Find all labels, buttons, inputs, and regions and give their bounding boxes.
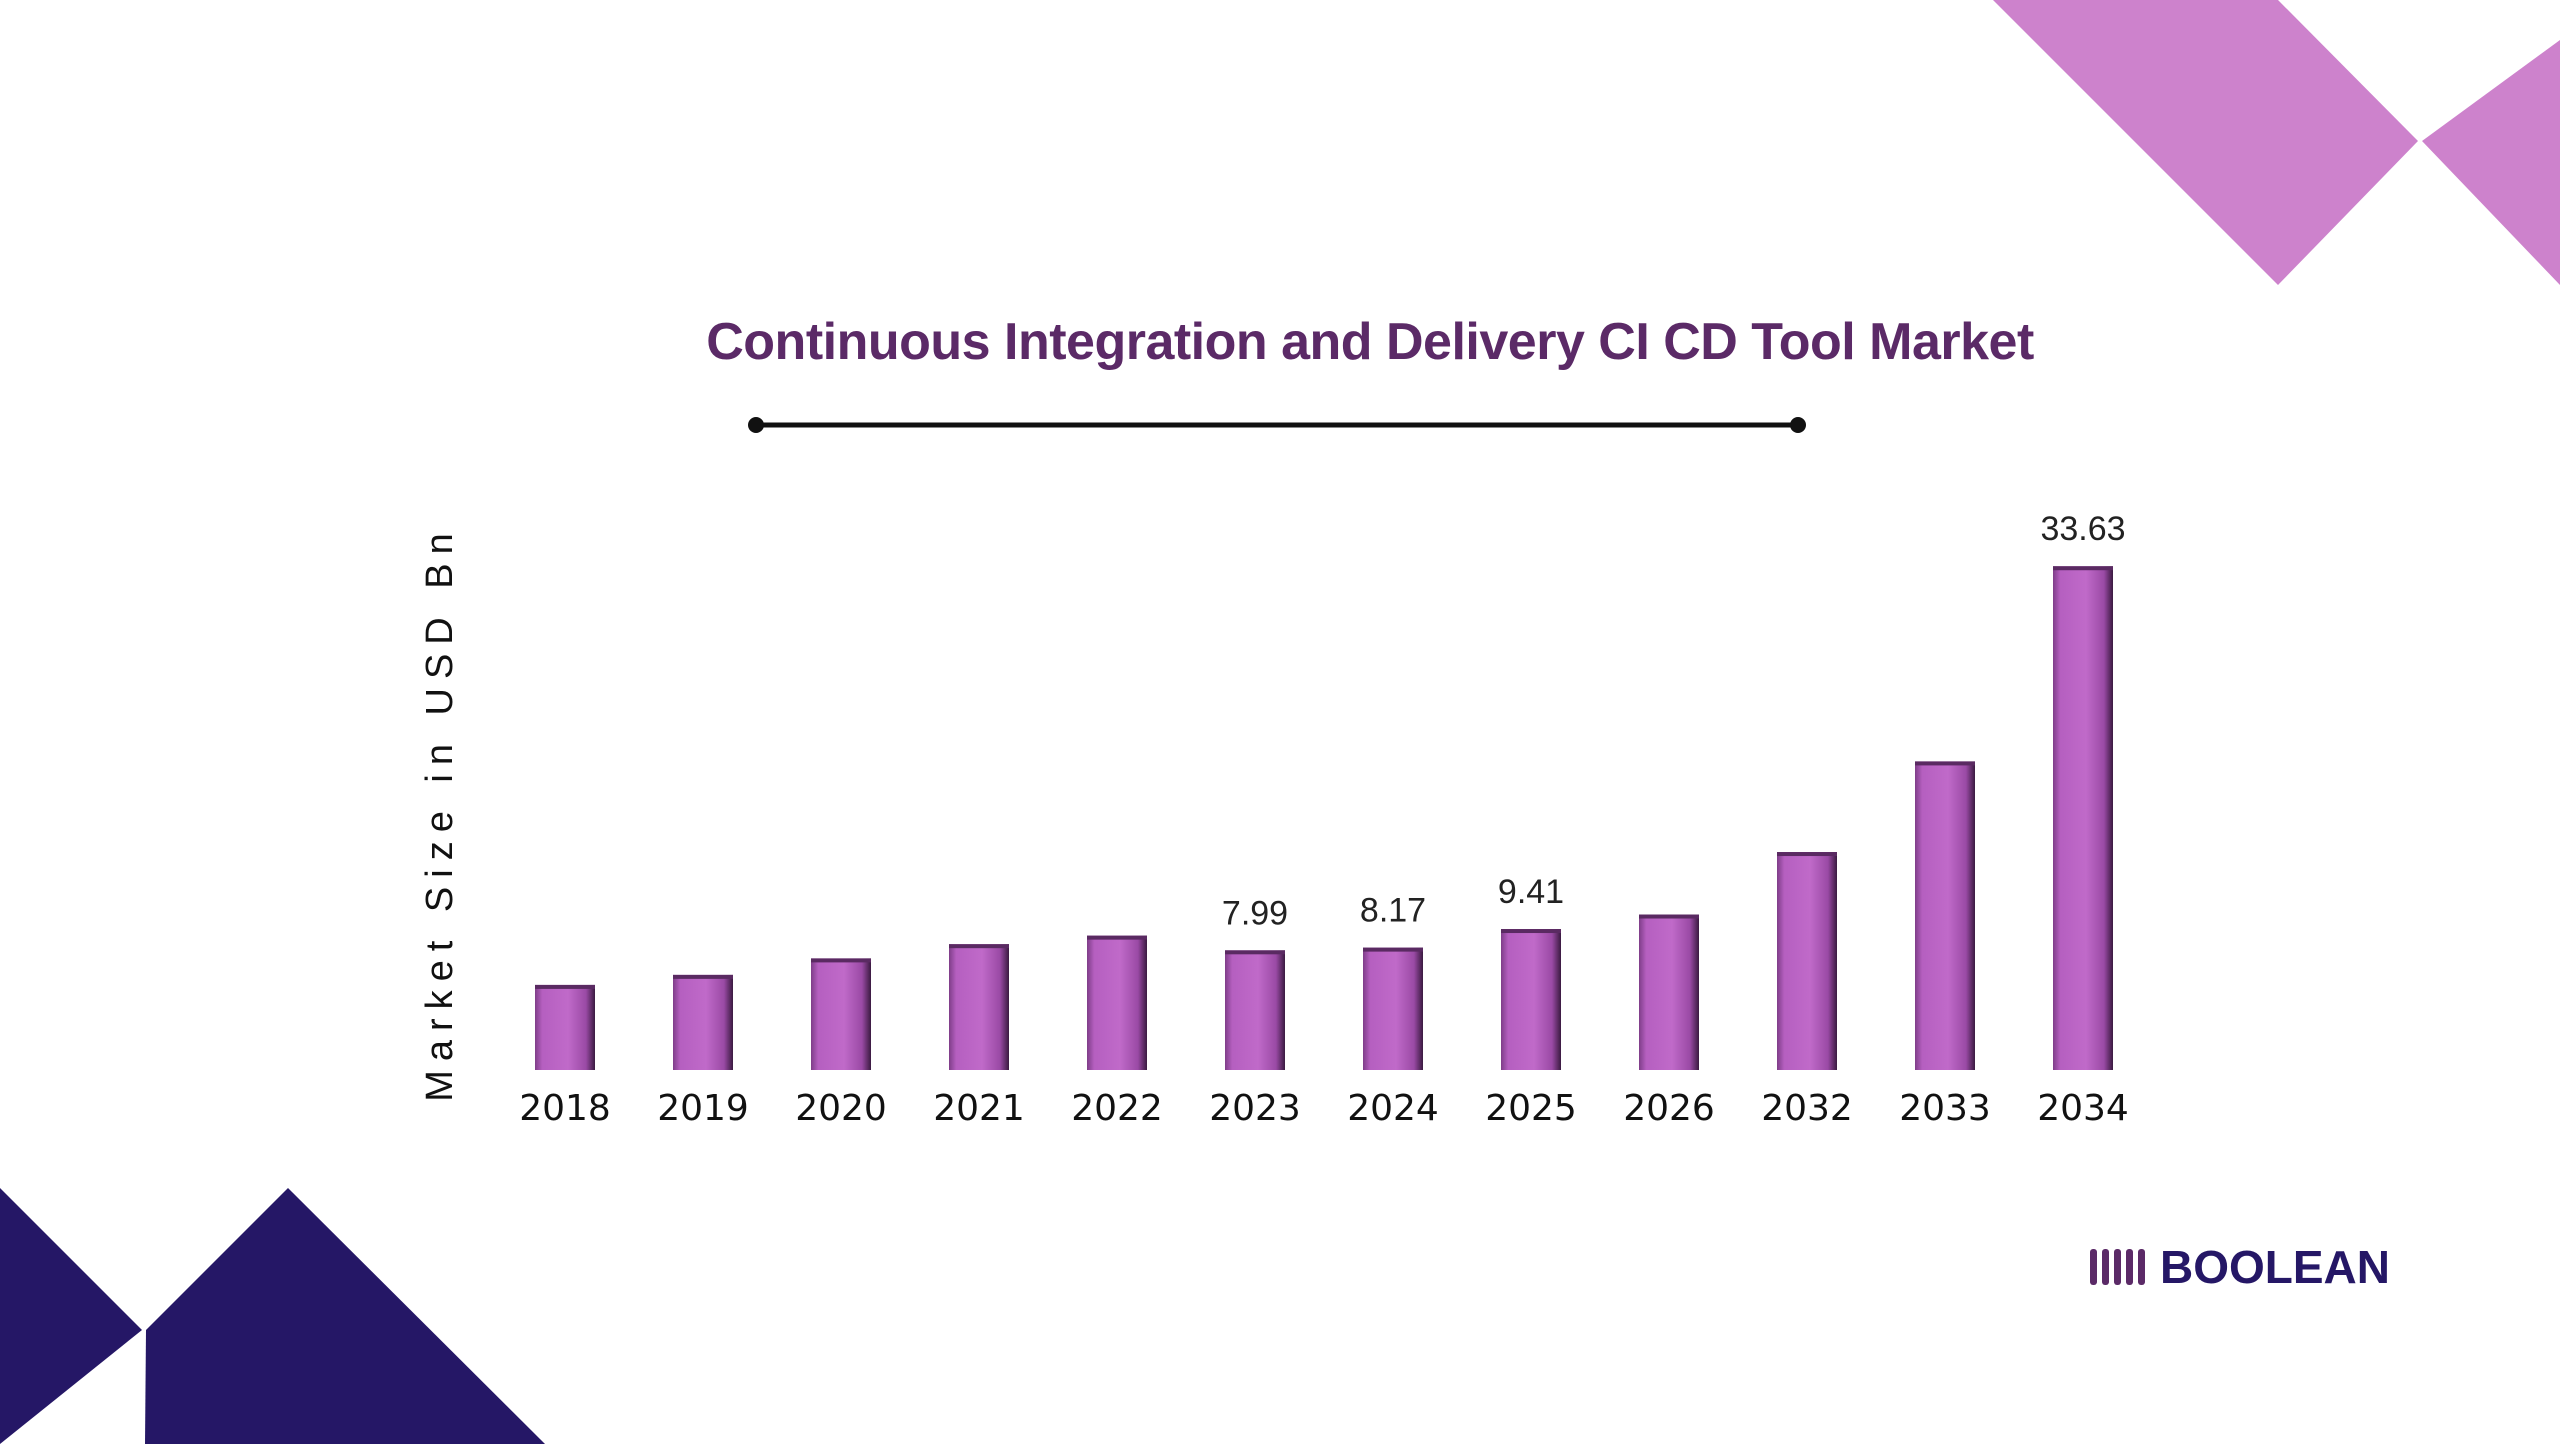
bar-2019 <box>673 974 733 1070</box>
x-tick-label: 2018 <box>519 1088 611 1129</box>
x-tick-label: 2023 <box>1209 1088 1301 1129</box>
bar-2023 <box>1225 950 1285 1070</box>
data-label: 9.41 <box>1498 873 1564 911</box>
bar-2022 <box>1087 935 1147 1070</box>
data-label: 8.17 <box>1360 892 1426 930</box>
bar-2021 <box>949 944 1009 1070</box>
bar-2033 <box>1915 761 1975 1070</box>
data-label: 7.99 <box>1222 894 1288 932</box>
corner-triangle-purple-right <box>2422 40 2560 285</box>
corner-triangle-navy-right <box>145 1188 545 1444</box>
bar-2018 <box>535 984 595 1070</box>
x-tick-label: 2022 <box>1071 1088 1163 1129</box>
bar-2026 <box>1639 914 1699 1070</box>
chart-title: Continuous Integration and Delivery CI C… <box>706 313 2034 371</box>
corner-triangle-purple-left <box>1993 0 2418 285</box>
x-tick-label: 2019 <box>657 1088 749 1129</box>
x-tick-label: 2020 <box>795 1088 887 1129</box>
barcode-bars-icon <box>2090 1249 2150 1285</box>
x-tick-label: 2032 <box>1761 1088 1853 1129</box>
title-underline <box>748 417 1806 433</box>
bar-2032 <box>1777 852 1837 1070</box>
x-tick-label: 2021 <box>933 1088 1025 1129</box>
x-tick-label: 2034 <box>2037 1088 2129 1129</box>
corner-triangle-navy-left <box>0 1188 142 1444</box>
y-axis-label: Market Size in USD Bn <box>419 524 461 1102</box>
x-tick-label: 2025 <box>1485 1088 1577 1129</box>
bar-2020 <box>811 958 871 1070</box>
logo-text: BOOLEAN <box>2160 1241 2390 1293</box>
bar-2025 <box>1501 929 1561 1070</box>
x-tick-label: 2024 <box>1347 1088 1439 1129</box>
bar-2034 <box>2053 566 2113 1070</box>
bar-2024 <box>1363 947 1423 1070</box>
x-tick-label: 2026 <box>1623 1088 1715 1129</box>
x-tick-label: 2033 <box>1899 1088 1991 1129</box>
data-label: 33.63 <box>2040 510 2125 548</box>
boolean-logo: BOOLEAN <box>2090 1240 2390 1294</box>
